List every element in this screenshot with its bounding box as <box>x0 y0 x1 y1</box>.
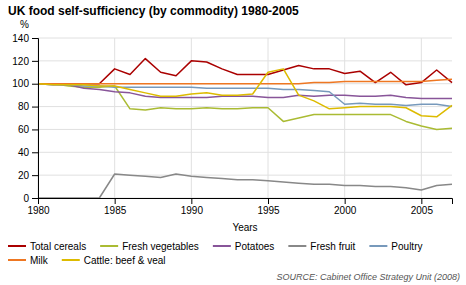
y-tick-label: 80 <box>18 101 30 112</box>
y-axis: 0 20 40 60 80 100 120 140 <box>12 33 38 204</box>
x-tick-label: 1980 <box>27 205 50 216</box>
legend-item: Milk <box>8 255 49 266</box>
x-tick: 2005 <box>411 198 434 216</box>
legend-label: Milk <box>30 255 49 266</box>
x-tick-label: 1995 <box>257 205 280 216</box>
x-tick-label: 2005 <box>411 205 434 216</box>
legend-item: Cattle: beef & veal <box>62 255 166 266</box>
legend-label: Cattle: beef & veal <box>84 255 166 266</box>
legend-swatch <box>62 259 80 261</box>
legend-item: Poultry <box>369 241 422 252</box>
series-line <box>38 69 452 117</box>
lines <box>38 59 452 198</box>
legend-swatch <box>288 245 306 247</box>
x-tick-mark <box>421 198 422 204</box>
y-tick-mark <box>32 175 38 176</box>
y-tick: 60 <box>18 124 38 135</box>
x-tick: 1995 <box>257 198 280 216</box>
legend-label: Fresh vegetables <box>122 241 199 252</box>
x-tick-mark <box>191 198 192 204</box>
legend-item: Potatoes <box>213 241 274 252</box>
y-tick: 20 <box>18 170 38 181</box>
grid-line-y <box>38 38 452 39</box>
legend-label: Poultry <box>391 241 422 252</box>
y-tick-mark <box>32 129 38 130</box>
x-tick-mark <box>268 198 269 204</box>
grid-line-x <box>344 38 345 198</box>
y-tick-mark <box>32 107 38 108</box>
y-tick: 140 <box>12 33 38 44</box>
y-tick: 80 <box>18 101 38 112</box>
legend-item: Total cereals <box>8 241 86 252</box>
legend-item: Fresh vegetables <box>100 241 199 252</box>
x-axis-line <box>39 199 453 205</box>
legend-label: Potatoes <box>235 241 274 252</box>
grid-line-x <box>268 38 269 198</box>
y-tick-label: 0 <box>23 193 29 204</box>
y-tick-mark <box>32 152 38 153</box>
legend-label: Total cereals <box>30 241 86 252</box>
series-line <box>38 174 452 198</box>
legend-swatch <box>213 245 231 247</box>
grid-line-y <box>38 175 452 176</box>
legend-item: Fresh fruit <box>288 241 355 252</box>
x-axis-title: Years <box>232 222 257 233</box>
x-tick: 1985 <box>104 198 127 216</box>
grid-line-x <box>421 38 422 198</box>
x-tick-label: 1985 <box>104 205 127 216</box>
chart-svg: UK food self-sufficiency (by commodity) … <box>0 0 466 285</box>
grid-line-y <box>38 129 452 130</box>
y-tick-mark <box>32 38 38 39</box>
grid-line-y <box>38 60 452 61</box>
series-line <box>38 79 452 84</box>
y-tick: 40 <box>18 147 38 158</box>
x-tick-mark <box>115 198 116 204</box>
y-axis-line <box>32 39 39 199</box>
legend-swatch <box>369 245 387 247</box>
y-tick-label: 20 <box>18 170 30 181</box>
annotation: SOURCE: Cabinet Office Strategy Unit (20… <box>276 272 460 282</box>
series-line <box>38 59 452 85</box>
x-tick-mark <box>345 198 346 204</box>
x-tick: 1990 <box>181 198 204 216</box>
y-tick: 100 <box>12 78 38 89</box>
y-tick: 120 <box>12 56 38 67</box>
y-tick-label: 60 <box>18 124 30 135</box>
legend-label: Fresh fruit <box>310 241 355 252</box>
legend-swatch <box>100 245 118 247</box>
x-tick-label: 1990 <box>181 205 204 216</box>
y-tick-mark <box>32 198 38 199</box>
x-tick: 2000 <box>334 198 357 216</box>
y-axis-title: % <box>20 19 29 30</box>
x-tick: 1980 <box>27 198 50 216</box>
y-tick-label: 120 <box>12 56 29 67</box>
x-tick-label: 2000 <box>334 205 357 216</box>
x-axis: 1980 1985 1990 1995 2000 2005 <box>27 198 452 216</box>
y-tick: 0 <box>23 193 38 204</box>
legend-swatch <box>8 245 26 247</box>
y-tick-label: 100 <box>12 78 29 89</box>
y-tick-mark <box>32 61 38 62</box>
legend: Total cereals Fresh vegetables Potatoes Fre… <box>8 241 422 266</box>
legend-swatch <box>8 259 26 261</box>
grid <box>38 38 452 198</box>
title: UK food self-sufficiency (by commodity) … <box>8 4 299 18</box>
y-tick-label: 40 <box>18 147 30 158</box>
y-tick-label: 140 <box>12 33 29 44</box>
chart-container: UK food self-sufficiency (by commodity) … <box>0 0 466 285</box>
y-tick-mark <box>32 84 38 85</box>
grid-line-y <box>38 152 452 153</box>
